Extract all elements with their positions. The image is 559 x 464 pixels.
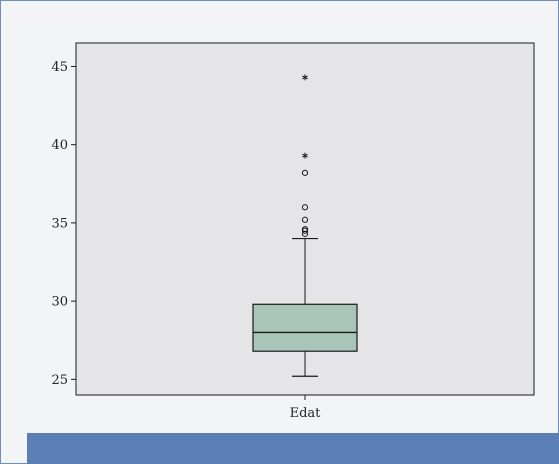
y-tick-label: 30 [51,295,68,310]
outlier-point [301,226,309,233]
iqr-box [252,303,358,352]
outlier-point [301,169,309,176]
extreme-point [302,74,308,81]
outlier-point [301,216,309,223]
y-tick-label: 40 [51,138,68,153]
x-category-label: Edat [290,406,322,421]
outlier-point [301,230,309,237]
box-group [252,74,358,377]
y-axis: 25 30 35 40 45 [51,60,76,388]
outlier-point [301,204,309,211]
extreme-stroke [302,153,308,158]
caption-band [27,433,559,464]
y-tick-label: 45 [51,60,68,75]
y-tick-label: 25 [51,373,68,388]
y-tick-label: 35 [51,216,68,231]
x-axis: Edat [290,395,322,421]
extreme-stroke [302,75,308,80]
extreme-point [302,152,308,159]
